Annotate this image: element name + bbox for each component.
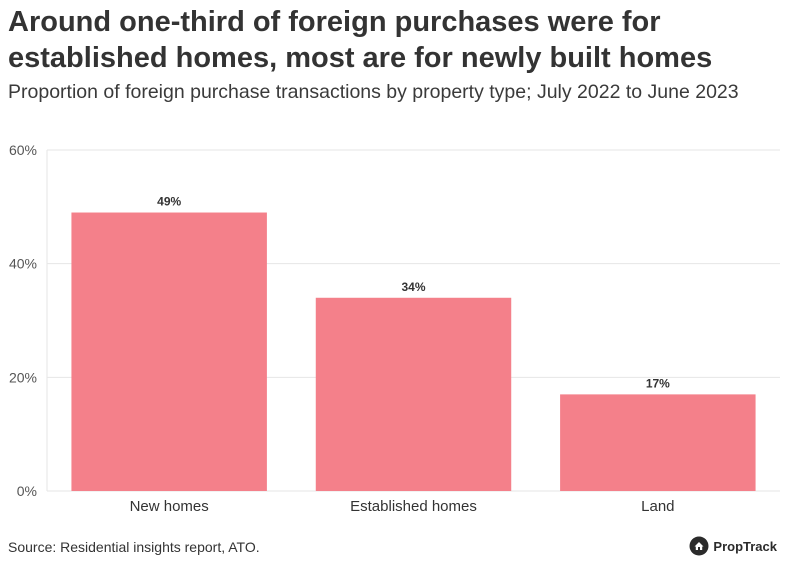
data-label: 34%: [401, 280, 425, 294]
chart-title: Around one-third of foreign purchases we…: [8, 6, 713, 74]
proptrack-logo-icon: [689, 536, 709, 556]
x-tick-label: New homes: [130, 498, 209, 515]
y-tick-label: 60%: [9, 142, 37, 158]
y-tick-label: 40%: [9, 256, 37, 272]
brand-name: PropTrack: [713, 538, 777, 554]
data-label: 17%: [646, 376, 670, 390]
source-note: Source: Residential insights report, ATO…: [8, 539, 260, 555]
bar: [560, 394, 756, 491]
x-tick-label: Established homes: [350, 498, 477, 515]
y-tick-label: 0%: [17, 483, 37, 499]
x-tick-label: Land: [641, 498, 674, 515]
bar: [315, 297, 512, 491]
brand-logo: PropTrack: [689, 536, 777, 556]
chart-subtitle: Proportion of foreign purchase transacti…: [8, 81, 739, 103]
bar: [71, 212, 267, 491]
data-label: 49%: [157, 195, 181, 209]
y-tick-label: 20%: [9, 369, 37, 385]
